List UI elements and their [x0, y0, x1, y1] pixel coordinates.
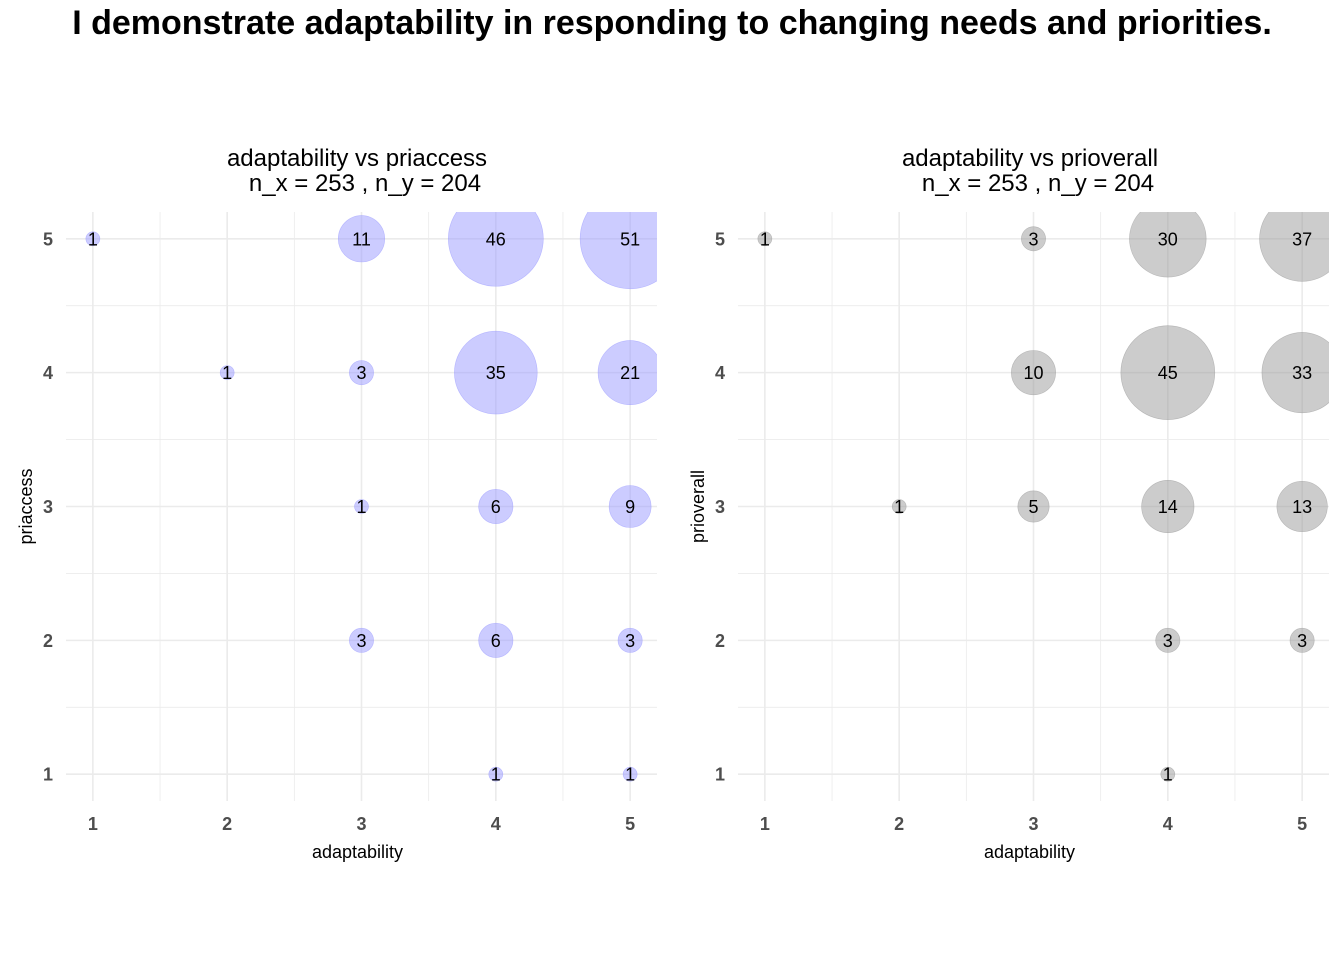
data-label: 14 [1158, 497, 1178, 517]
x-tick-label: 1 [88, 814, 98, 834]
data-label: 6 [491, 497, 501, 517]
bubble-point [579, 212, 657, 290]
bubble-point [349, 360, 374, 386]
x-tick-label: 1 [760, 814, 770, 834]
y-tick-label: 5 [715, 229, 725, 249]
bubble-point [622, 766, 638, 782]
data-label: 3 [625, 631, 635, 651]
y-tick-label: 1 [43, 765, 53, 785]
data-label: 9 [625, 497, 635, 517]
bubble-point [1017, 490, 1050, 523]
y-tick-label: 5 [43, 229, 53, 249]
bubble-point [349, 627, 374, 653]
data-label: 3 [1163, 631, 1173, 651]
x-axis-title: adaptability [984, 842, 1075, 862]
bubble-point [1276, 480, 1328, 533]
bubble-point [1155, 627, 1181, 653]
bubble-point [85, 231, 101, 247]
data-label: 11 [352, 229, 371, 249]
bubble-point [1011, 350, 1056, 396]
x-tick-label: 3 [356, 814, 366, 834]
data-label: 3 [356, 363, 366, 383]
bubble-point [597, 340, 657, 406]
bubble-point [478, 489, 514, 524]
bubble-point [1129, 212, 1207, 278]
data-label: 5 [1028, 497, 1038, 517]
y-axis-title: prioverall [688, 470, 708, 543]
bubble-point [448, 212, 544, 287]
bubbles [757, 212, 1329, 782]
data-label: 3 [356, 631, 366, 651]
y-tick-label: 3 [715, 497, 725, 517]
x-tick-label: 5 [1297, 814, 1307, 834]
bubble-point [1120, 325, 1216, 420]
panel-title: adaptability vs prioverall [902, 145, 1158, 172]
data-label: 1 [1163, 765, 1173, 785]
bubble-point [488, 766, 504, 782]
bubble-point [1259, 212, 1329, 282]
data-label: 30 [1158, 229, 1178, 249]
panel-title: adaptability vs priaccess [227, 145, 487, 172]
bubble-point [1141, 480, 1195, 533]
bubble-point [219, 365, 235, 380]
data-label: 51 [620, 229, 640, 249]
y-tick-label: 4 [43, 363, 53, 383]
data-label: 37 [1292, 229, 1312, 249]
data-label: 3 [1028, 229, 1038, 249]
bubbles [85, 212, 657, 782]
chart-panel-1: 1 11 46 511 3 35 211 6 93 6 31 11 2 3 4 512345adaptabil… [16, 145, 657, 862]
bubble-point [1160, 766, 1176, 782]
data-label: 1 [894, 497, 904, 517]
y-axis-title: priaccess [16, 468, 36, 544]
y-tick-label: 2 [43, 631, 53, 651]
bubble-point [1261, 332, 1329, 414]
data-label: 1 [491, 765, 501, 785]
bubble-point [337, 215, 386, 263]
bubble-point [608, 485, 652, 528]
x-tick-label: 2 [894, 814, 904, 834]
data-label: 10 [1023, 363, 1043, 383]
y-tick-label: 2 [715, 631, 725, 651]
data-label: 35 [486, 363, 506, 383]
data-label: 6 [491, 631, 501, 651]
y-tick-label: 1 [715, 765, 725, 785]
x-tick-label: 2 [222, 814, 232, 834]
data-label: 3 [1297, 631, 1307, 651]
data-label: 45 [1158, 363, 1178, 383]
x-axis-title: adaptability [312, 842, 403, 862]
data-label: 1 [760, 229, 770, 249]
x-tick-label: 4 [491, 814, 501, 834]
data-label: 33 [1292, 363, 1312, 383]
y-tick-label: 3 [43, 497, 53, 517]
data-label: 1 [88, 229, 98, 249]
bubble-point [617, 627, 643, 653]
bubble-point [354, 499, 369, 514]
bubble-point [891, 499, 907, 514]
bubble-point [1021, 226, 1046, 252]
x-tick-label: 5 [625, 814, 635, 834]
data-label: 1 [625, 765, 635, 785]
bubble-point [1289, 627, 1315, 653]
x-tick-label: 3 [1028, 814, 1038, 834]
data-label: 46 [486, 229, 506, 249]
data-label: 21 [620, 363, 640, 383]
x-tick-label: 4 [1163, 814, 1173, 834]
y-tick-label: 4 [715, 363, 725, 383]
bubble-point [478, 622, 514, 658]
data-label: 1 [222, 363, 232, 383]
data-label: 13 [1292, 497, 1312, 517]
main-title: I demonstrate adaptability in responding… [72, 4, 1272, 42]
data-label: 1 [356, 497, 366, 517]
bubble-point [757, 231, 773, 247]
bubble-point [454, 330, 538, 415]
panel-subtitle: n_x = 253 , n_y = 204 [922, 170, 1154, 197]
panel-subtitle: n_x = 253 , n_y = 204 [249, 170, 481, 197]
